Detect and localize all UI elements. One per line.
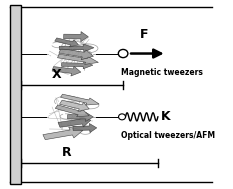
Text: Magnetic tweezers: Magnetic tweezers [121, 68, 203, 77]
Polygon shape [43, 127, 83, 140]
Circle shape [118, 50, 128, 58]
Text: R: R [62, 146, 71, 159]
Polygon shape [55, 38, 79, 47]
Polygon shape [58, 116, 91, 127]
Polygon shape [64, 32, 88, 42]
Circle shape [119, 114, 126, 120]
Text: Optical tweezers/AFM: Optical tweezers/AFM [121, 131, 215, 140]
Polygon shape [61, 94, 99, 105]
Polygon shape [59, 44, 94, 52]
Text: K: K [161, 110, 171, 123]
Text: F: F [140, 28, 148, 41]
Text: X: X [52, 67, 62, 81]
Polygon shape [55, 105, 89, 117]
Bar [10, 5, 21, 184]
Polygon shape [73, 123, 97, 133]
Polygon shape [52, 66, 81, 76]
Polygon shape [58, 54, 98, 64]
Polygon shape [59, 100, 89, 111]
Polygon shape [61, 61, 93, 69]
Polygon shape [68, 112, 93, 122]
Polygon shape [59, 48, 93, 60]
